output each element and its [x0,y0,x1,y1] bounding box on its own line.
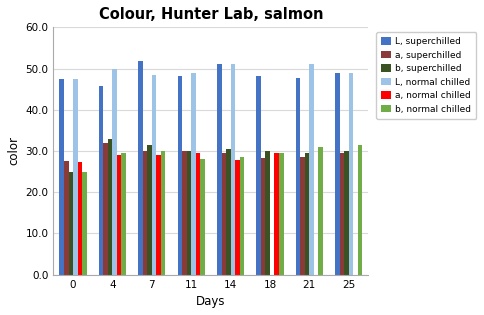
Y-axis label: color: color [7,136,20,165]
Title: Colour, Hunter Lab, salmon: Colour, Hunter Lab, salmon [99,7,323,22]
Bar [147,145,152,275]
Bar [340,153,344,275]
Bar [318,147,323,275]
Bar [104,143,108,275]
Bar [112,68,117,275]
Bar [305,153,309,275]
Bar [191,73,196,275]
Bar [226,149,230,275]
Bar [222,153,226,275]
Bar [108,139,112,275]
Bar [200,159,205,275]
Bar [274,153,279,275]
Bar [309,64,314,275]
Bar [261,158,265,275]
Bar [240,157,244,275]
Bar [99,86,104,275]
Bar [60,79,64,275]
Bar [217,64,222,275]
Bar [117,155,121,275]
Bar [296,77,300,275]
Bar [73,79,77,275]
Bar [182,151,187,275]
Bar [64,161,69,275]
Bar [257,76,261,275]
Bar [235,160,240,275]
Bar [335,73,340,275]
Bar [344,151,349,275]
Bar [143,151,147,275]
Legend: L, superchilled, a, superchilled, b, superchilled, L, normal chilled, a, normal : L, superchilled, a, superchilled, b, sup… [376,32,476,119]
Bar [265,151,270,275]
Bar [230,64,235,275]
Bar [82,172,87,275]
Bar [161,151,166,275]
Bar [196,153,200,275]
Bar [349,73,353,275]
Bar [279,153,284,275]
Bar [300,157,305,275]
X-axis label: Days: Days [196,295,226,308]
Bar [187,151,191,275]
Bar [77,162,82,275]
Bar [69,172,73,275]
Bar [121,153,126,275]
Bar [358,145,363,275]
Bar [152,75,156,275]
Bar [156,155,161,275]
Bar [178,76,182,275]
Bar [138,61,143,275]
